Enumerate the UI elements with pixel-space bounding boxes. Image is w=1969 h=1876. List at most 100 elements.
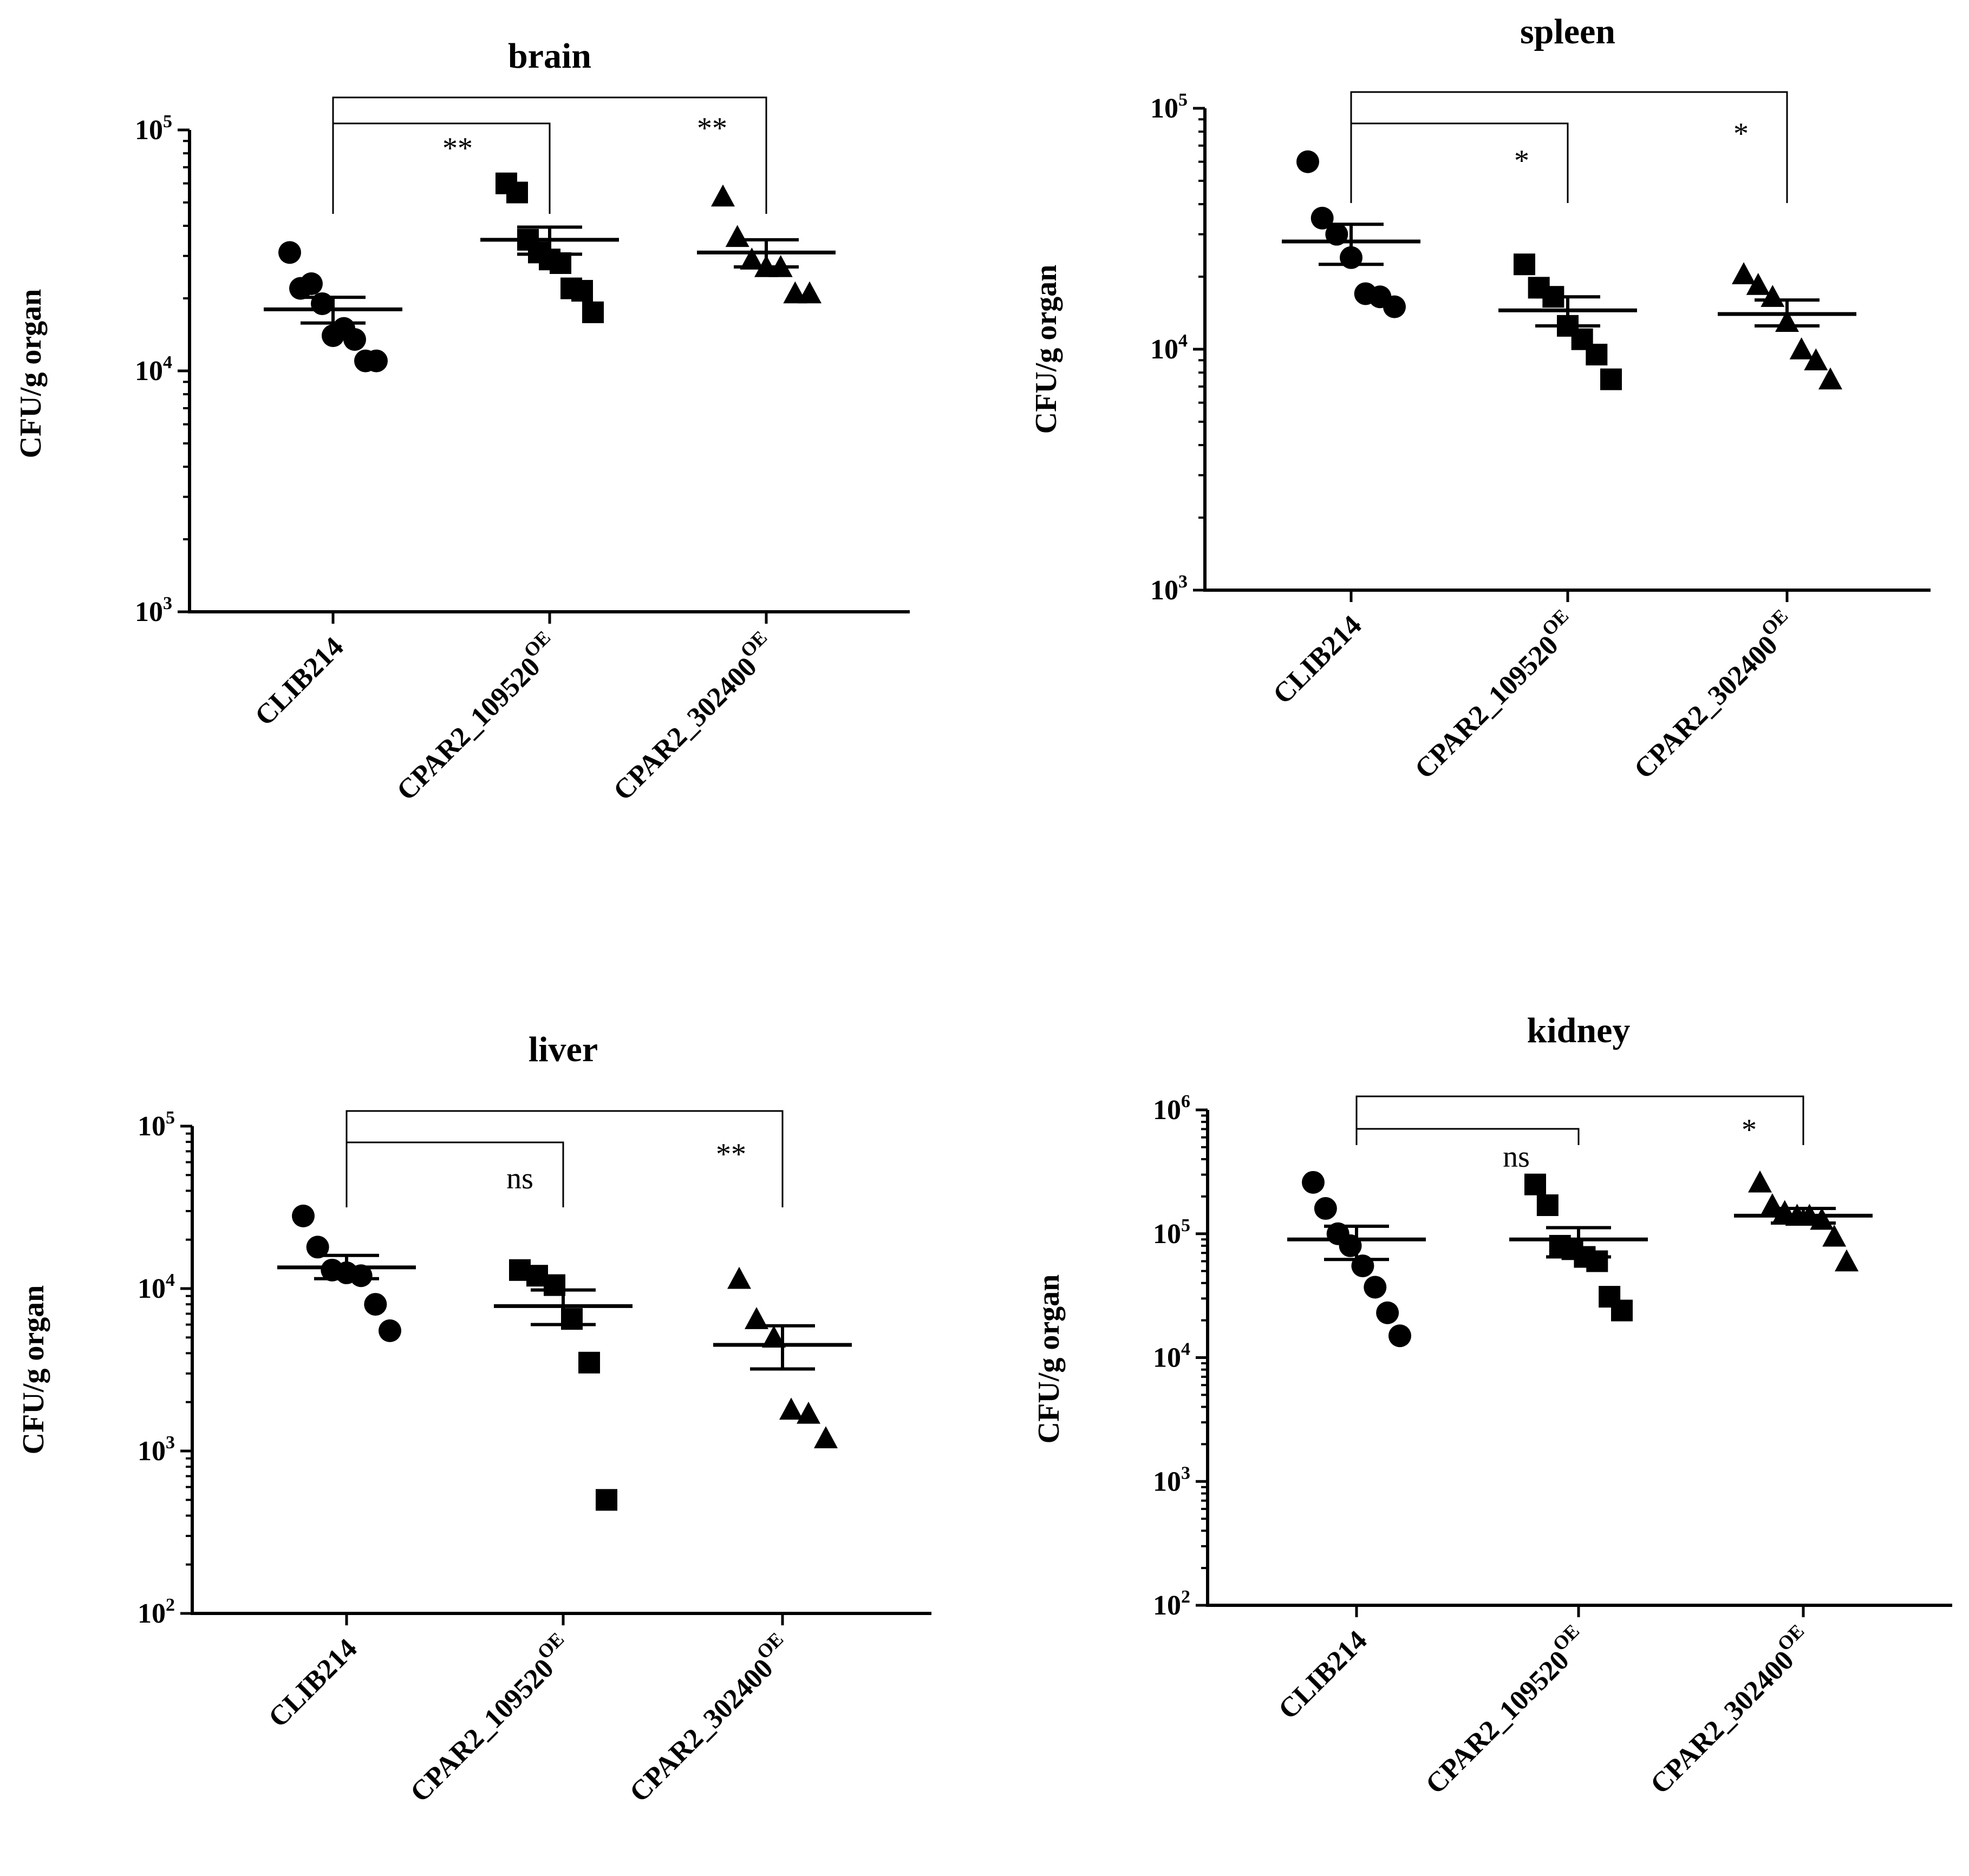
- chart-title: liver: [529, 1030, 598, 1069]
- data-point: [596, 1489, 617, 1511]
- data-point: [1746, 273, 1770, 295]
- x-tick-label: CPAR2_109520OE: [1415, 1620, 1595, 1800]
- chart-panel-kidney: kidney CFU/g organ 102 103 104 105 106 CLIB214 C…: [1032, 1011, 1952, 1800]
- y-axis-label: CFU/g organ: [1032, 1274, 1066, 1444]
- data-point: [1314, 1197, 1337, 1220]
- data-point: [1789, 337, 1814, 359]
- data-point: [1302, 1171, 1325, 1194]
- data-point: [797, 1401, 820, 1424]
- chart-title: kidney: [1527, 1011, 1631, 1050]
- chart-panel-brain: brain CFU/g organ 103 104 105 CLIB214 CPAR2_10…: [14, 36, 910, 807]
- y-tick-label: 106: [1153, 1091, 1190, 1126]
- data-point: [1383, 295, 1406, 318]
- data-point: [1732, 262, 1756, 284]
- significance-label: *: [1514, 144, 1529, 178]
- x-tick-label: CPAR2_109520OE: [386, 626, 566, 807]
- y-tick-label: 103: [1150, 572, 1188, 606]
- x-tick-label: CPAR2_302400OE: [1624, 605, 1804, 785]
- significance-bracket: [1350, 91, 1788, 203]
- y-tick-label: 104: [138, 1270, 175, 1304]
- y-tick-label: 105: [1153, 1215, 1190, 1250]
- data-point: [306, 1236, 329, 1259]
- data-point: [582, 301, 604, 323]
- y-axis-label: CFU/g organ: [14, 289, 48, 459]
- data-point: [814, 1426, 838, 1448]
- data-point: [725, 225, 749, 247]
- y-tick-label: 104: [1150, 331, 1188, 365]
- x-tick-label: CPAR2_302400OE: [619, 1628, 799, 1808]
- data-point: [1600, 368, 1622, 390]
- y-axis-label: CFU/g organ: [1029, 265, 1063, 434]
- y-axis-label: CFU/g organ: [17, 1285, 50, 1455]
- data-point: [740, 247, 764, 270]
- significance-bracket: [1350, 122, 1569, 203]
- x-tick-label: CLIB214: [1267, 610, 1367, 710]
- data-point: [1611, 1299, 1633, 1322]
- x-tick-label: CPAR2_302400OE: [603, 626, 783, 807]
- data-point: [379, 1319, 401, 1342]
- data-point: [571, 280, 593, 302]
- y-tick-label: 103: [135, 593, 172, 627]
- data-point: [727, 1266, 751, 1289]
- data-point: [798, 281, 821, 304]
- y-tick-label: 105: [1150, 90, 1188, 124]
- data-point: [745, 1307, 768, 1329]
- data-point: [343, 328, 366, 351]
- data-point: [550, 252, 571, 274]
- data-point: [1835, 1249, 1859, 1272]
- x-tick-label: CPAR2_302400OE: [1640, 1620, 1820, 1800]
- data-point: [711, 184, 735, 207]
- chart-title: brain: [508, 36, 591, 76]
- chart-panel-spleen: spleen CFU/g organ 103 104 105 CLIB214 CPAR2_1…: [1029, 12, 1931, 785]
- x-tick-label: CLIB214: [249, 631, 349, 731]
- y-tick-label: 105: [138, 1108, 175, 1142]
- data-point: [364, 1293, 387, 1316]
- significance-bracket: [332, 96, 767, 214]
- data-point: [1536, 1194, 1559, 1217]
- x-tick-label: CPAR2_109520OE: [400, 1628, 580, 1808]
- data-point: [365, 349, 388, 372]
- data-point: [779, 1397, 803, 1420]
- data-point: [1376, 1301, 1399, 1324]
- significance-bracket: [1355, 1095, 1804, 1145]
- significance-label: *: [1742, 1113, 1757, 1147]
- data-point: [278, 241, 301, 264]
- y-tick-label: 103: [1153, 1463, 1190, 1497]
- x-tick-label: CLIB214: [1273, 1625, 1373, 1725]
- y-tick-label: 105: [135, 112, 172, 146]
- data-point: [506, 181, 528, 204]
- y-tick-label: 104: [1153, 1339, 1190, 1374]
- data-point: [578, 1351, 600, 1374]
- data-point: [1586, 1250, 1608, 1272]
- data-point: [1818, 367, 1842, 390]
- x-tick-label: CPAR2_109520OE: [1404, 605, 1585, 785]
- data-point: [292, 1204, 315, 1227]
- significance-label: ns: [1503, 1140, 1530, 1174]
- x-tick-label: CLIB214: [263, 1633, 363, 1733]
- significance-label: ns: [506, 1162, 533, 1195]
- y-tick-label: 102: [1153, 1587, 1190, 1621]
- chart-panel-liver: liver CFU/g organ 102 103 104 105 CLIB214 CPAR2…: [17, 1030, 931, 1808]
- data-point: [1296, 150, 1319, 173]
- significance-label: **: [442, 132, 473, 165]
- data-point: [1822, 1224, 1847, 1247]
- data-point: [1748, 1170, 1772, 1193]
- data-point: [300, 272, 323, 296]
- significance-bracket: [345, 1110, 784, 1207]
- data-point: [1364, 1276, 1387, 1299]
- data-point: [1586, 343, 1608, 365]
- y-tick-label: 103: [138, 1433, 175, 1467]
- data-point: [1514, 253, 1535, 276]
- significance-bracket: [1355, 1128, 1580, 1145]
- significance-label: *: [1733, 117, 1749, 151]
- data-point: [1388, 1324, 1411, 1348]
- data-point: [349, 1264, 373, 1287]
- significance-label: **: [716, 1138, 746, 1171]
- y-tick-label: 104: [135, 352, 172, 387]
- data-point: [1524, 1173, 1546, 1195]
- data-point: [762, 1325, 786, 1348]
- y-tick-label: 102: [138, 1595, 175, 1629]
- significance-label: **: [697, 112, 727, 145]
- data-point: [1804, 348, 1828, 371]
